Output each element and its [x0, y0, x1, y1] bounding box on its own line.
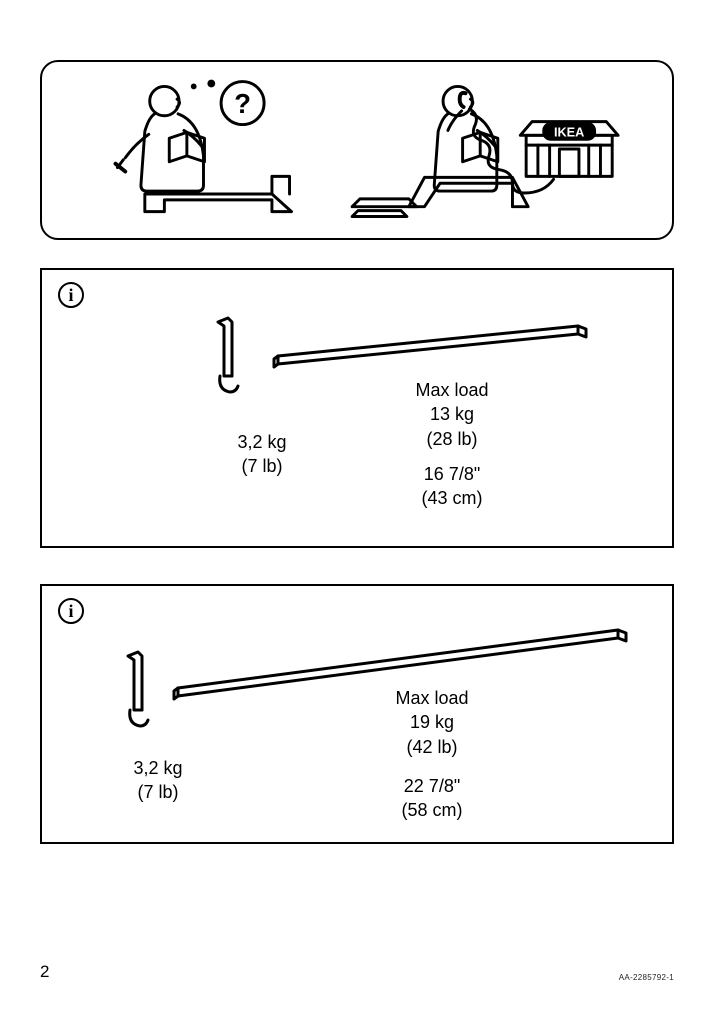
length-metric: (58 cm)	[342, 798, 522, 822]
hook-weight-imperial: (7 lb)	[192, 454, 332, 478]
max-load-block: Max load 13 kg (28 lb)	[362, 378, 542, 451]
info-icon: i	[58, 598, 84, 624]
page: ?	[0, 0, 714, 1012]
page-number: 2	[40, 962, 49, 982]
info-icon: i	[58, 282, 84, 308]
hook-weight-imperial: (7 lb)	[88, 780, 228, 804]
max-load-label: Max load	[362, 378, 542, 402]
length-imperial: 16 7/8"	[362, 462, 542, 486]
info-panel-long-rail: i 3,2 kg	[40, 584, 674, 844]
assistance-illustration: ?	[42, 62, 672, 238]
max-load-metric: 19 kg	[342, 710, 522, 734]
question-mark: ?	[234, 88, 251, 119]
hook-weight-block: 3,2 kg (7 lb)	[88, 756, 228, 805]
max-load-label: Max load	[342, 686, 522, 710]
info-panel-short-rail: i 3,2	[40, 268, 674, 548]
max-load-block: Max load 19 kg (42 lb)	[342, 686, 522, 759]
max-load-metric: 13 kg	[362, 402, 542, 426]
ikea-logo-text: IKEA	[554, 124, 584, 139]
short-rail-illustration	[58, 308, 658, 428]
max-load-imperial: (42 lb)	[342, 735, 522, 759]
hook-weight-block: 3,2 kg (7 lb)	[192, 430, 332, 479]
assistance-panel: ?	[40, 60, 674, 240]
hook-weight-metric: 3,2 kg	[192, 430, 332, 454]
document-code: AA-2285792-1	[619, 973, 674, 982]
length-metric: (43 cm)	[362, 486, 542, 510]
hook-weight-metric: 3,2 kg	[88, 756, 228, 780]
length-block: 22 7/8" (58 cm)	[342, 774, 522, 823]
length-imperial: 22 7/8"	[342, 774, 522, 798]
length-block: 16 7/8" (43 cm)	[362, 462, 542, 511]
max-load-imperial: (28 lb)	[362, 427, 542, 451]
